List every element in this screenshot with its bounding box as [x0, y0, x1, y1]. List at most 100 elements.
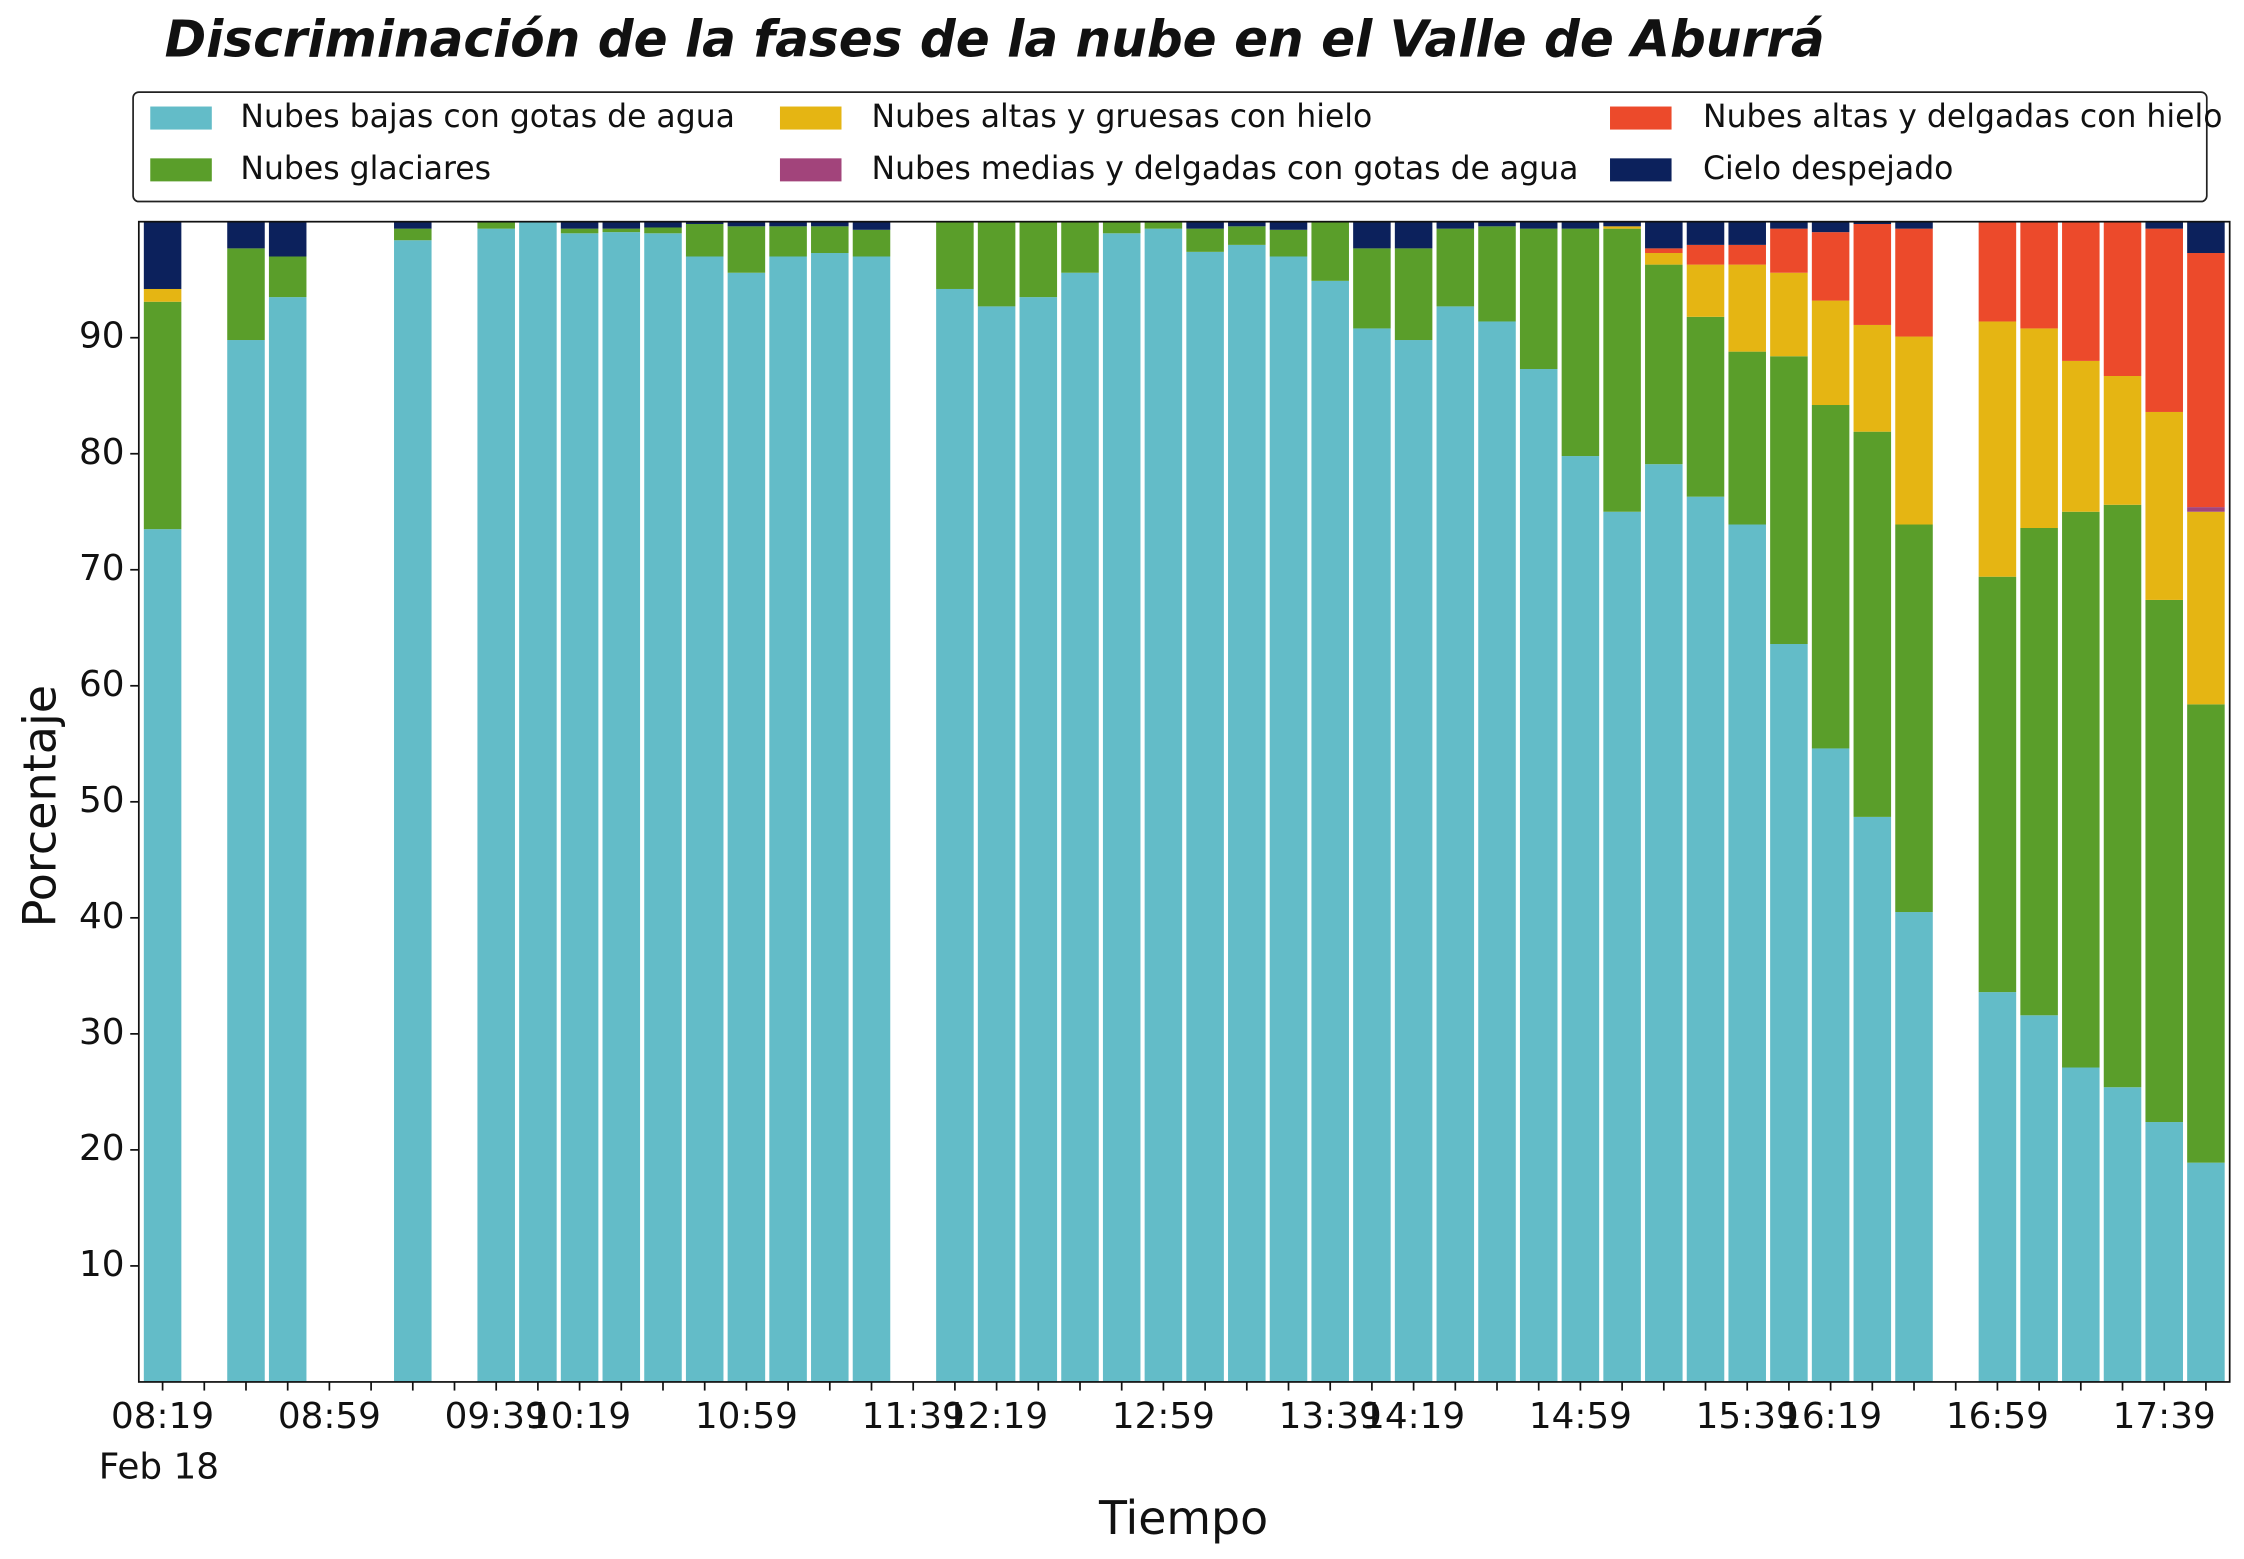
bar-segment [1144, 228, 1183, 1382]
bar-segment [394, 221, 432, 229]
legend-swatch [779, 106, 842, 130]
bar-segment [1645, 253, 1683, 265]
bar-segment [519, 221, 557, 1382]
x-axis-label: Tiempo [1098, 1491, 1268, 1545]
bar-segment [1228, 226, 1266, 245]
x-tick-label: 09:39 [445, 1396, 548, 1437]
bar-segment [1186, 228, 1224, 252]
bar-segment [143, 301, 182, 530]
bar-segment [1603, 226, 1641, 229]
bar-segment [1853, 324, 1892, 432]
bar-segment [2062, 360, 2100, 512]
bar-segment [727, 272, 766, 1382]
bar-segment [1519, 369, 1558, 1382]
bar-segment [1269, 229, 1308, 257]
bar-segment [2145, 228, 2183, 412]
bar-segment [1728, 524, 1766, 1382]
bar-segment [1228, 221, 1266, 227]
bar-segment [1895, 221, 1933, 229]
bar-segment [1811, 232, 1850, 301]
bar-segment [811, 221, 849, 227]
bar-segment [644, 227, 682, 234]
bar-segment [1478, 321, 1516, 1382]
x-tick-label: 10:19 [528, 1396, 631, 1437]
bar-segment [1853, 224, 1892, 325]
bar-segment [1978, 221, 2017, 322]
bar-segment [2145, 1122, 2183, 1382]
bar-segment [143, 288, 182, 302]
bar-segment [852, 256, 891, 1382]
bar-segment [1436, 221, 1475, 229]
legend-label: Nubes medias y delgadas con gotas de agu… [872, 151, 1579, 187]
bar-segment [2187, 253, 2225, 508]
x-tick-label: 14:19 [1362, 1396, 1465, 1437]
bar-segment [2187, 704, 2225, 1163]
y-tick-label: 50 [79, 780, 125, 821]
bar-segment [1394, 340, 1433, 1382]
bar-segment [602, 232, 641, 1382]
bar-segment [1895, 524, 1933, 913]
bar-segment [560, 233, 599, 1382]
bar-segment [227, 248, 265, 341]
bar-segment [811, 226, 849, 254]
bar-segment [769, 256, 807, 1382]
y-tick-label: 80 [79, 432, 125, 473]
bar-segment [2062, 221, 2100, 361]
bar-segment [1686, 316, 1725, 497]
x-tick-label: 12:19 [945, 1396, 1048, 1437]
x-tick-label: 08:59 [278, 1396, 381, 1437]
bar-segment [2020, 221, 2058, 329]
legend-label: Nubes glaciares [240, 151, 491, 187]
plot-area [143, 221, 2225, 1382]
legend-swatch [779, 158, 842, 182]
bar-segment [1645, 264, 1683, 465]
bar-segment [1228, 244, 1266, 1382]
x-sublabel: Feb 18 [99, 1446, 219, 1487]
bar-segment [1102, 221, 1141, 234]
bar-segment [1770, 221, 1808, 229]
x-tick-label: 13:39 [1279, 1396, 1382, 1437]
bar-segment [1561, 221, 1600, 229]
bar-segment [769, 221, 807, 227]
bar-segment [1102, 233, 1141, 1382]
bar-segment [1686, 221, 1725, 245]
bar-segment [1394, 221, 1433, 249]
x-tick-label: 08:19 [111, 1396, 214, 1437]
bar-segment [1728, 244, 1766, 265]
bar-segment [1353, 328, 1391, 1382]
bar-segment [1603, 228, 1641, 512]
bar-segment [1186, 251, 1224, 1382]
y-tick-label: 70 [79, 548, 125, 589]
bar-segment [852, 229, 891, 257]
bar-segment [644, 233, 682, 1382]
bar-segment [1645, 464, 1683, 1382]
bar-segment [1895, 336, 1933, 525]
y-tick-label: 30 [79, 1012, 125, 1053]
legend-label: Cielo despejado [1703, 151, 1953, 187]
bar-segment [1144, 221, 1183, 229]
bar-segment [1561, 228, 1600, 457]
bar-segment [477, 221, 515, 229]
y-tick-label: 20 [79, 1128, 125, 1169]
bar-segment [1478, 226, 1516, 322]
bar-segment [2103, 1087, 2142, 1382]
bar-segment [1770, 272, 1808, 357]
bar-segment [1853, 816, 1892, 1382]
bar-segment [1311, 221, 1349, 281]
bar-segment [1853, 221, 1892, 225]
x-tick-label: 17:39 [2113, 1396, 2216, 1437]
bar-segment [1561, 456, 1600, 1382]
legend-swatch [150, 158, 212, 182]
bar-segment [2062, 1067, 2100, 1382]
bar-segment [2187, 1162, 2225, 1382]
bar-segment [936, 221, 974, 289]
bar-segment [977, 221, 1016, 307]
bar-segment [1478, 221, 1516, 227]
bar-segment [268, 256, 307, 298]
bar-segment [2062, 511, 2100, 1068]
bar-segment [1061, 272, 1099, 1382]
bar-segment [1394, 248, 1433, 341]
x-tick-label: 12:59 [1112, 1396, 1215, 1437]
bar-segment [1811, 300, 1850, 406]
